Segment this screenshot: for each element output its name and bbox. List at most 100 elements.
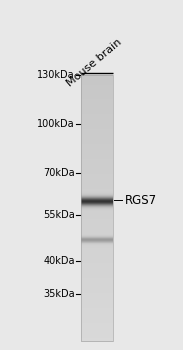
Bar [81, 177, 113, 178]
Bar [81, 108, 113, 109]
Bar [81, 224, 113, 225]
Bar [81, 190, 113, 192]
Bar [81, 80, 113, 82]
Bar [81, 137, 113, 139]
Bar [81, 246, 113, 247]
Bar [81, 205, 113, 206]
Bar [81, 253, 113, 254]
Bar [81, 119, 113, 120]
Bar [81, 97, 113, 99]
Bar [81, 334, 113, 335]
Bar [81, 237, 113, 238]
Bar [81, 116, 113, 117]
Bar [81, 237, 113, 238]
Bar [81, 111, 113, 112]
Bar [81, 259, 113, 260]
Bar [81, 167, 113, 168]
Bar [81, 240, 113, 241]
Bar [81, 75, 113, 341]
Text: 40kDa: 40kDa [44, 256, 75, 266]
Bar [81, 139, 113, 140]
Bar [81, 270, 113, 272]
Bar [81, 207, 113, 208]
Bar [81, 123, 113, 124]
Bar [81, 235, 113, 236]
Bar [81, 203, 113, 204]
Bar [81, 338, 113, 340]
Bar [81, 168, 113, 170]
Bar [81, 209, 113, 210]
Bar [81, 203, 113, 204]
Bar [81, 295, 113, 296]
Bar [81, 236, 113, 237]
Bar [81, 99, 113, 100]
Bar [81, 135, 113, 137]
Bar [81, 239, 113, 240]
Bar [81, 202, 113, 203]
Bar [81, 276, 113, 278]
Bar [81, 161, 113, 162]
Bar [81, 110, 113, 111]
Bar [81, 284, 113, 285]
Bar [81, 331, 113, 333]
Bar [81, 154, 113, 155]
Bar [81, 230, 113, 231]
Bar [81, 216, 113, 217]
Bar [81, 247, 113, 248]
Bar [81, 206, 113, 207]
Bar [81, 205, 113, 207]
Bar [81, 98, 113, 99]
Bar [81, 319, 113, 320]
Bar [81, 120, 113, 122]
Bar [81, 153, 113, 154]
Bar [81, 182, 113, 183]
Bar [81, 207, 113, 208]
Bar [81, 308, 113, 310]
Bar [81, 102, 113, 103]
Bar [81, 175, 113, 177]
Bar [81, 191, 113, 192]
Bar [81, 118, 113, 119]
Bar [81, 112, 113, 113]
Bar [81, 308, 113, 309]
Bar [81, 97, 113, 98]
Bar [81, 159, 113, 160]
Bar [81, 103, 113, 104]
Bar [81, 201, 113, 202]
Bar [81, 299, 113, 300]
Bar [81, 321, 113, 322]
Bar [81, 155, 113, 156]
Bar [81, 114, 113, 116]
Bar [81, 193, 113, 194]
Bar [81, 197, 113, 198]
Text: 70kDa: 70kDa [43, 168, 75, 178]
Bar [81, 145, 113, 146]
Bar [81, 105, 113, 106]
Bar [81, 301, 113, 303]
Bar [81, 282, 113, 283]
Bar [81, 287, 113, 288]
Bar [81, 243, 113, 244]
Bar [81, 245, 113, 246]
Bar [81, 208, 113, 209]
Bar [81, 190, 113, 191]
Bar [81, 127, 113, 129]
Bar [81, 227, 113, 228]
Bar [81, 208, 113, 209]
Bar [81, 226, 113, 227]
Bar [81, 207, 113, 209]
Bar [81, 184, 113, 186]
Bar [81, 244, 113, 245]
Bar [81, 181, 113, 182]
Bar [81, 105, 113, 107]
Bar [81, 315, 113, 316]
Bar [81, 230, 113, 232]
Bar [81, 127, 113, 128]
Bar [81, 150, 113, 151]
Bar [81, 267, 113, 268]
Bar [81, 196, 113, 197]
Bar [81, 270, 113, 271]
Bar [81, 208, 113, 209]
Bar [81, 91, 113, 92]
Bar [81, 238, 113, 240]
